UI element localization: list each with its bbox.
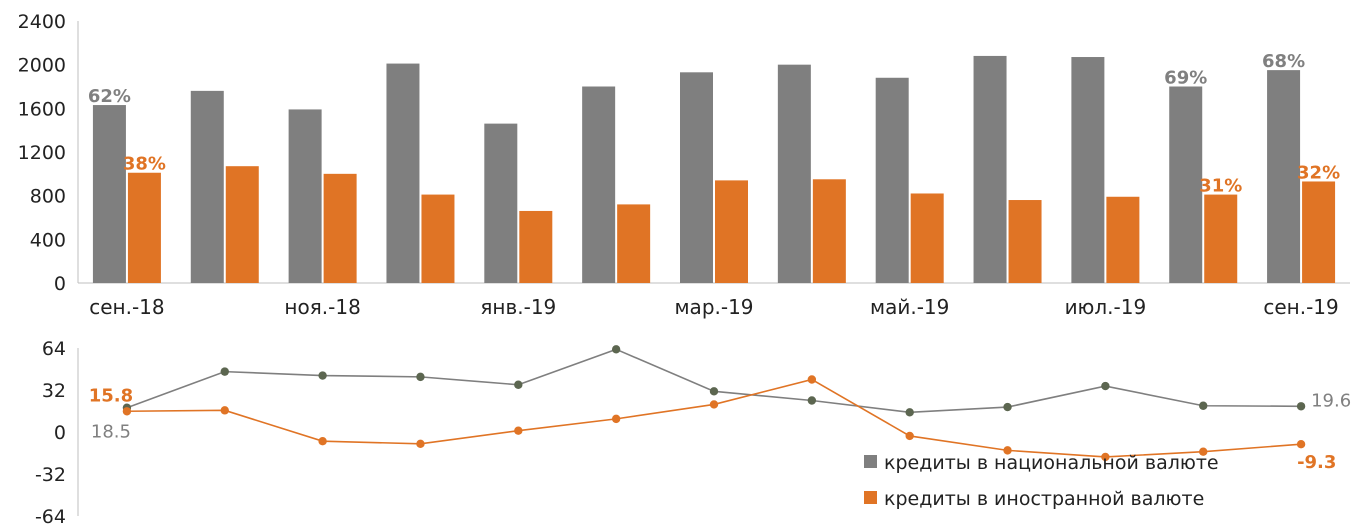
bar-y-tick-label: 800	[30, 186, 66, 208]
bar-national	[777, 64, 811, 284]
line-y-tick-label: 32	[42, 380, 66, 402]
bar-national	[484, 123, 518, 283]
point-national	[416, 372, 425, 382]
line-data-label: 18.5	[91, 422, 131, 443]
bar-national	[680, 72, 713, 283]
point-national	[611, 345, 621, 354]
bar-data-label: 62%	[88, 86, 131, 107]
bar-national	[288, 109, 322, 283]
bar-foreign	[1106, 196, 1140, 283]
point-national	[709, 387, 719, 396]
bar-national	[92, 105, 126, 283]
bar-national	[875, 77, 909, 284]
line-y-tick-label: -32	[35, 464, 66, 486]
bar-national	[1071, 57, 1105, 284]
point-foreign	[1296, 440, 1306, 449]
line-data-label: 15.8	[89, 385, 133, 406]
point-foreign	[1101, 452, 1110, 462]
point-national	[514, 380, 523, 389]
bar-y-tick-label: 0	[54, 273, 66, 295]
point-foreign	[122, 407, 132, 416]
point-national	[1199, 401, 1208, 410]
line-data-label: 19.6	[1311, 390, 1351, 411]
bar-x-tick-label: мар.-19	[674, 295, 753, 319]
point-national	[807, 396, 817, 405]
bar-national	[1267, 70, 1301, 283]
bar-foreign	[421, 194, 455, 283]
bar-national	[190, 90, 224, 283]
point-national	[1101, 381, 1110, 391]
bar-data-label: 32%	[1297, 162, 1340, 183]
legend-swatch-foreign	[864, 491, 877, 504]
line-chart: -64 -32 0 32 64 15.8 18.5 19.6 -9.3	[35, 338, 1351, 525]
line-y-tick-label: 64	[42, 338, 66, 360]
bar-foreign	[910, 193, 944, 283]
bar-data-label: 38%	[123, 154, 166, 175]
bar-national	[582, 86, 616, 283]
bar-foreign	[1008, 200, 1042, 283]
bar-foreign	[519, 210, 553, 283]
point-national	[318, 371, 327, 380]
legend: кредиты в национальной валюте кредиты в …	[864, 452, 1219, 510]
legend-label-foreign: кредиты в иностранной валюте	[884, 488, 1204, 510]
bar-national	[973, 55, 1007, 283]
bar-x-tick-label: сен.-19	[1263, 295, 1338, 319]
bar-foreign	[1204, 194, 1238, 283]
bar-x-tick-label: сен.-18	[89, 295, 164, 319]
point-foreign	[807, 375, 817, 384]
legend-label-national: кредиты в национальной валюте	[884, 452, 1219, 474]
point-national	[1296, 402, 1306, 411]
bar-foreign	[1302, 181, 1336, 283]
bar-foreign	[127, 172, 161, 283]
bar-foreign	[715, 180, 748, 283]
point-foreign	[220, 406, 229, 415]
bar-foreign	[617, 204, 651, 283]
line-y-tick-label: -64	[35, 506, 66, 525]
bar-data-label: 69%	[1164, 68, 1207, 89]
point-foreign	[416, 439, 425, 449]
point-foreign	[318, 436, 327, 446]
point-foreign	[709, 400, 719, 409]
bar-national	[386, 63, 420, 284]
line-data-label: -9.3	[1297, 452, 1336, 473]
legend-swatch-national	[864, 455, 877, 468]
point-national	[1003, 402, 1012, 412]
point-foreign	[514, 426, 523, 435]
bar-foreign	[323, 173, 357, 283]
bar-x-tick-label: июл.-19	[1065, 295, 1147, 319]
bar-foreign	[225, 166, 259, 283]
bar-x-tick-label: янв.-19	[480, 295, 556, 319]
bar-y-tick-label: 400	[30, 229, 66, 251]
bar-chart: 0 400 800 1200 1600 2000 2400 сен.-18 ноя.-18 янв…	[18, 11, 1350, 319]
bar-x-tick-label: ноя.-18	[284, 295, 360, 319]
line-y-tick-label: 0	[54, 422, 66, 444]
bar-x-tick-label: май.-19	[870, 295, 949, 319]
bar-data-label: 68%	[1262, 51, 1305, 72]
point-foreign	[1199, 447, 1208, 456]
bar-y-tick-label: 2000	[18, 55, 66, 77]
point-foreign	[611, 414, 621, 424]
bar-y-tick-label: 1200	[18, 142, 66, 164]
bar-y-tick-label: 2400	[18, 11, 66, 33]
bar-data-label: 31%	[1199, 176, 1242, 197]
point-foreign	[905, 431, 914, 441]
point-foreign	[1003, 446, 1012, 455]
bar-y-tick-label: 1600	[18, 98, 66, 120]
point-national	[220, 367, 229, 376]
point-national	[905, 408, 914, 417]
bar-foreign	[812, 179, 846, 283]
bar-national	[1169, 86, 1203, 283]
